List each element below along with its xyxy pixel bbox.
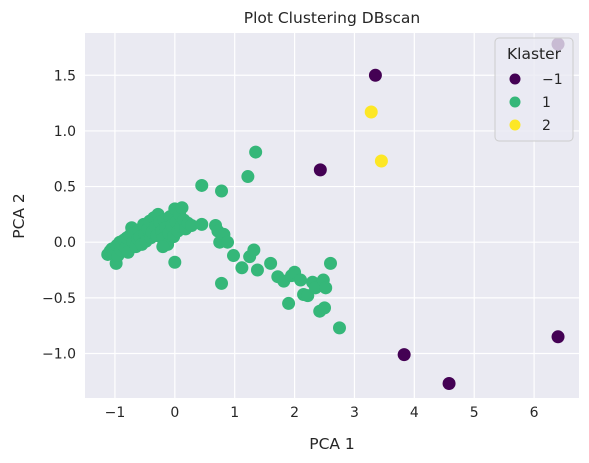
y-tick-labels: −1.0 −0.5 0.0 0.5 1.0 1.5 [42, 68, 76, 362]
legend-title: Klaster [507, 45, 562, 63]
y-tick-label: −1.0 [42, 346, 76, 362]
data-point [247, 243, 261, 257]
legend-box [494, 37, 574, 142]
data-point [264, 256, 278, 270]
data-point [226, 249, 240, 263]
legend-label: 1 [542, 95, 551, 111]
x-axis-label: PCA 1 [309, 435, 355, 453]
data-point [221, 235, 235, 249]
data-point [313, 163, 327, 177]
data-point [551, 330, 565, 344]
data-point [175, 201, 189, 215]
data-point [235, 261, 249, 275]
y-tick-label: 0.0 [54, 235, 76, 251]
x-tick-label: 6 [530, 405, 539, 421]
data-point [332, 321, 346, 335]
data-point [364, 105, 378, 119]
data-point [195, 178, 209, 192]
legend-marker [509, 119, 521, 131]
data-point [185, 219, 199, 233]
data-point [368, 68, 382, 82]
legend-label: −1 [542, 72, 563, 88]
data-point [215, 184, 229, 198]
x-tick-label: 0 [170, 405, 179, 421]
data-point [168, 255, 182, 269]
chart-title: Plot Clustering DBscan [244, 9, 421, 27]
y-tick-label: −0.5 [42, 291, 76, 307]
x-tick-label: 1 [230, 405, 239, 421]
legend: Klaster −1 1 2 [494, 37, 574, 142]
data-point [397, 348, 411, 362]
x-tick-label: 3 [350, 405, 359, 421]
data-point [250, 263, 264, 277]
legend-label: 2 [542, 118, 551, 134]
data-points [101, 37, 565, 391]
data-point [442, 377, 456, 391]
y-tick-label: 0.5 [54, 180, 76, 196]
data-point [249, 145, 263, 159]
data-point [324, 256, 338, 270]
data-point [282, 296, 296, 310]
gridlines [85, 33, 579, 398]
legend-marker [509, 96, 521, 108]
legend-items: −1 1 2 [509, 72, 563, 134]
data-point [215, 276, 229, 290]
data-point [374, 154, 388, 168]
data-point [156, 240, 170, 254]
data-point [294, 273, 308, 287]
x-tick-labels: −1 0 1 2 3 4 5 6 [105, 405, 539, 421]
legend-marker [509, 73, 521, 85]
x-tick-label: −1 [105, 405, 126, 421]
data-point [195, 217, 209, 231]
data-point [318, 301, 332, 315]
x-tick-label: 2 [290, 405, 299, 421]
data-point [319, 281, 333, 295]
x-tick-label: 4 [410, 405, 419, 421]
y-tick-label: 1.0 [54, 124, 76, 140]
data-point [241, 170, 255, 184]
y-axis-label: PCA 2 [10, 193, 28, 239]
x-tick-label: 5 [470, 405, 479, 421]
y-tick-label: 1.5 [54, 68, 76, 84]
